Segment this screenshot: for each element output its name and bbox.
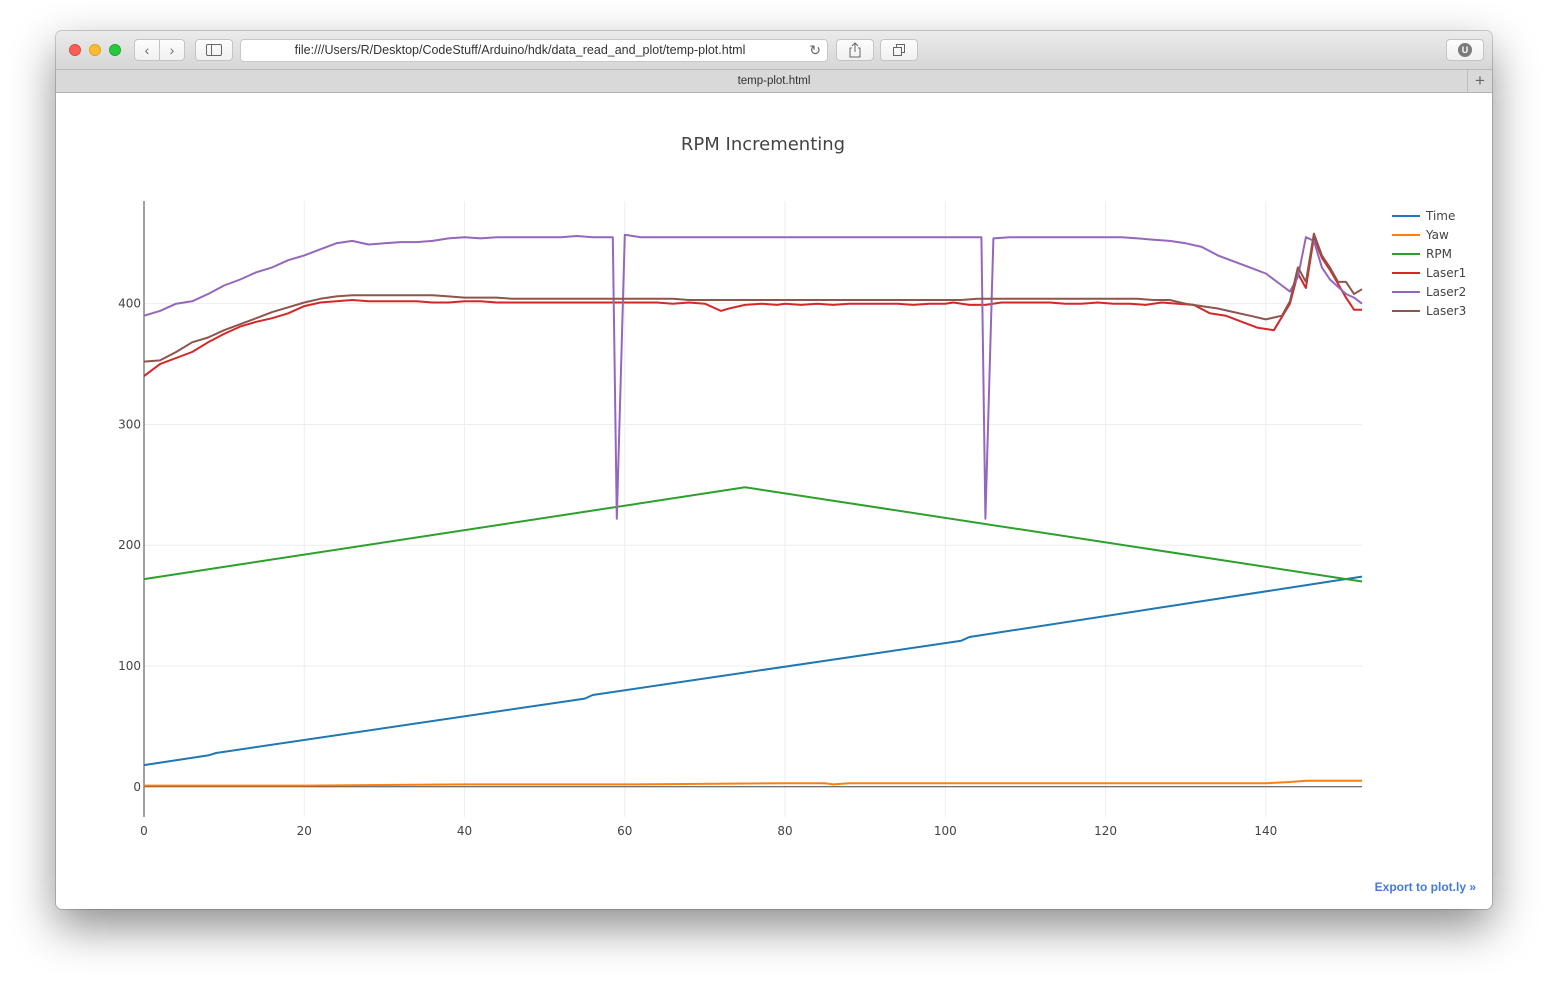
forward-button[interactable]: ›: [159, 39, 185, 61]
legend-label-yaw[interactable]: Yaw: [1425, 228, 1449, 242]
address-bar[interactable]: file:///Users/R/Desktop/CodeStuff/Arduin…: [240, 39, 828, 62]
zoom-window-button[interactable]: [109, 44, 121, 56]
x-tick-label: 20: [297, 824, 312, 838]
y-tick-label: 0: [133, 780, 141, 794]
browser-window: ‹ › file:///Users/R/Desktop/CodeStuff/Ar…: [56, 31, 1492, 909]
y-tick-label: 300: [118, 417, 141, 431]
series-line-laser2[interactable]: [143, 233, 1363, 520]
sidebar-button[interactable]: [195, 39, 233, 61]
tab-title[interactable]: temp-plot.html: [737, 75, 811, 87]
legend-label-laser1[interactable]: Laser1: [1426, 266, 1466, 280]
reload-icon[interactable]: ↻: [809, 42, 821, 58]
extension-button[interactable]: U: [1446, 39, 1484, 61]
series-line-laser3[interactable]: [143, 232, 1363, 363]
chart[interactable]: RPM Incrementing 0 20 40 60 80 100 120 140 0 100 20…: [56, 31, 1492, 909]
minimize-window-button[interactable]: [89, 44, 101, 56]
tab-bar: temp-plot.html +: [56, 70, 1492, 93]
export-to-plotly-link[interactable]: Export to plot.ly »: [1374, 880, 1476, 894]
back-icon: ‹: [144, 42, 150, 58]
y-tick-label: 200: [118, 538, 141, 552]
series-line-rpm[interactable]: [143, 486, 1363, 583]
series-line-laser1[interactable]: [143, 236, 1362, 377]
x-tick-label: 0: [140, 824, 148, 838]
y-tick-label: 100: [118, 659, 141, 673]
x-tick-label: 80: [777, 824, 792, 838]
tabs-overview-button[interactable]: [880, 39, 918, 61]
extension-icon: U: [1458, 43, 1472, 57]
share-icon: [849, 42, 861, 58]
sidebar-icon: [206, 44, 222, 56]
close-window-button[interactable]: [69, 44, 81, 56]
new-tab-button[interactable]: +: [1467, 70, 1492, 92]
share-button[interactable]: [836, 39, 874, 61]
x-tick-label: 100: [934, 824, 957, 838]
legend-label-rpm[interactable]: RPM: [1426, 247, 1452, 261]
new-tab-icon: +: [1475, 71, 1485, 90]
forward-icon: ›: [169, 42, 175, 58]
y-tick-label: 400: [118, 297, 141, 311]
toolbar: ‹ › file:///Users/R/Desktop/CodeStuff/Ar…: [56, 31, 1492, 70]
x-tick-label: 60: [617, 824, 632, 838]
series-line-yaw[interactable]: [144, 779, 1362, 787]
series-line-time[interactable]: [143, 575, 1363, 767]
tabs-icon: [893, 44, 905, 56]
legend-label-laser2[interactable]: Laser2: [1426, 285, 1466, 299]
legend-label-laser3[interactable]: Laser3: [1426, 304, 1466, 318]
x-tick-label: 140: [1254, 824, 1277, 838]
x-tick-label: 40: [457, 824, 472, 838]
chart-title: RPM Incrementing: [681, 134, 845, 155]
url-text: file:///Users/R/Desktop/CodeStuff/Arduin…: [294, 43, 746, 57]
x-tick-label: 120: [1094, 824, 1117, 838]
legend-label-time[interactable]: Time: [1425, 209, 1455, 223]
